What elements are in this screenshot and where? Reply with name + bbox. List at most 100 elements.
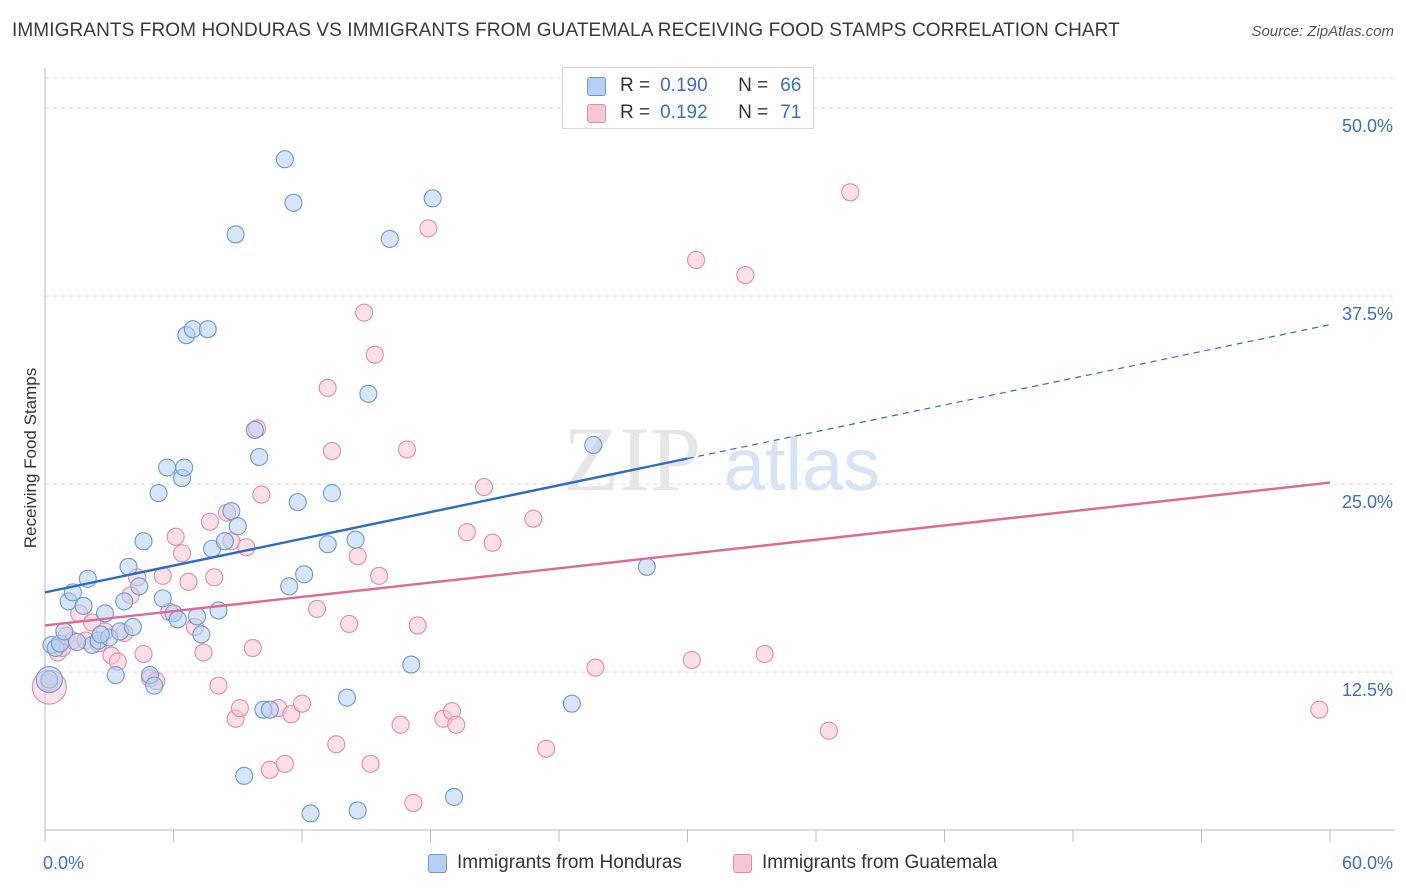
honduras-point xyxy=(235,766,254,785)
guatemala-point xyxy=(209,676,228,695)
guatemala-point xyxy=(370,566,389,585)
source-label: Source: ZipAtlas.com xyxy=(1251,23,1394,40)
honduras-point xyxy=(228,517,247,536)
watermark: ZIP atlas xyxy=(563,408,880,510)
guatemala-point xyxy=(586,658,605,677)
honduras-point xyxy=(188,607,207,626)
guatemala-trend-line xyxy=(44,481,1331,627)
guatemala-point xyxy=(391,715,410,734)
honduras-point xyxy=(280,577,299,596)
correlation-legend: R = 0.190 N = 66 R = 0.192 N = 71 xyxy=(562,67,814,129)
guatemala-point xyxy=(841,183,860,202)
r-label: R = xyxy=(620,102,651,123)
guatemala-point xyxy=(537,739,556,758)
guatemala-point xyxy=(348,547,367,566)
guatemala-point xyxy=(252,485,271,504)
honduras-point xyxy=(149,484,168,503)
guatemala-point xyxy=(205,568,224,587)
n-value: 71 xyxy=(780,102,802,123)
guatemala-point xyxy=(408,616,427,635)
y-tick-label: 50.0% xyxy=(1342,116,1393,136)
guatemala-point xyxy=(355,303,374,322)
honduras-point xyxy=(260,700,279,719)
n-label: N = xyxy=(738,102,769,123)
honduras-point xyxy=(198,320,217,339)
guatemala-point xyxy=(736,265,755,285)
honduras-point xyxy=(153,589,172,608)
guatemala-point xyxy=(134,644,153,664)
honduras-point xyxy=(222,502,241,521)
honduras-point xyxy=(402,655,421,674)
honduras-point xyxy=(562,694,581,713)
r-value: 0.192 xyxy=(660,102,708,123)
n-label: N = xyxy=(738,75,769,96)
guatemala-point xyxy=(166,527,185,546)
bottom-legend: Immigrants from Honduras Immigrants from… xyxy=(0,852,1406,880)
guatemala-point xyxy=(194,643,213,662)
guatemala-point xyxy=(243,638,262,658)
legend-label: Immigrants from Guatemala xyxy=(762,852,998,873)
guatemala-point xyxy=(292,694,312,713)
axes xyxy=(44,68,1395,842)
guatemala-point xyxy=(327,735,346,754)
honduras-swatch xyxy=(587,76,606,96)
y-tick-label: 12.5% xyxy=(1342,680,1393,700)
trend-lines xyxy=(44,324,1331,627)
honduras-point xyxy=(322,484,342,503)
guatemala-point xyxy=(457,523,476,542)
guatemala-point xyxy=(179,572,198,591)
guatemala-point xyxy=(275,754,294,773)
guatemala-point xyxy=(365,345,384,364)
corr-row-honduras: R = 0.190 N = 66 xyxy=(587,74,801,98)
honduras-point xyxy=(68,632,87,652)
guatemala-point xyxy=(200,512,219,531)
honduras-swatch xyxy=(428,853,447,873)
watermark-zip: ZIP xyxy=(563,408,701,510)
y-tick-label: 37.5% xyxy=(1342,304,1393,324)
watermark-atlas: atlas xyxy=(724,423,880,506)
honduras-point xyxy=(637,557,656,576)
honduras-point xyxy=(284,193,303,212)
corr-row-guatemala: R = 0.192 N = 71 xyxy=(587,101,801,125)
guatemala-point xyxy=(419,219,438,238)
honduras-point xyxy=(74,596,93,615)
honduras-point xyxy=(275,150,294,169)
honduras-point xyxy=(250,447,269,467)
y-tick-label: 25.0% xyxy=(1342,492,1393,512)
honduras-point xyxy=(337,688,357,707)
y-axis-label: Receiving Food Stamps xyxy=(21,368,40,548)
guatemala-point xyxy=(755,644,774,664)
honduras-point xyxy=(245,420,264,439)
honduras-point xyxy=(106,666,125,685)
r-value: 0.190 xyxy=(660,75,708,96)
honduras-point xyxy=(130,577,149,596)
legend-item-honduras: Immigrants from Honduras xyxy=(428,852,682,874)
honduras-point xyxy=(226,225,245,244)
honduras-trend-extension xyxy=(687,324,1331,460)
honduras-point xyxy=(346,530,365,549)
guatemala-point xyxy=(307,599,327,618)
guatemala-point xyxy=(361,754,380,773)
guatemala-point xyxy=(819,721,838,740)
guatemala-swatch xyxy=(587,103,606,123)
guatemala-point xyxy=(397,440,416,459)
honduras-point xyxy=(359,384,378,403)
guatemala-swatch xyxy=(733,853,752,873)
honduras-point xyxy=(123,617,142,637)
guatemala-point xyxy=(687,250,706,270)
honduras-point xyxy=(318,535,337,554)
honduras-point xyxy=(91,625,110,644)
honduras-point xyxy=(158,458,177,477)
guatemala-point xyxy=(340,614,359,634)
guatemala-point xyxy=(682,650,701,670)
guatemala-point xyxy=(237,538,256,557)
honduras-point xyxy=(134,532,153,551)
x-tick-label: 60.0% xyxy=(1342,853,1393,873)
guatemala-point xyxy=(230,699,249,718)
x-tick-label: 0.0% xyxy=(43,853,84,873)
honduras-point xyxy=(115,592,134,611)
honduras-point xyxy=(380,229,399,248)
honduras-point xyxy=(348,801,367,820)
honduras-point xyxy=(168,610,187,629)
